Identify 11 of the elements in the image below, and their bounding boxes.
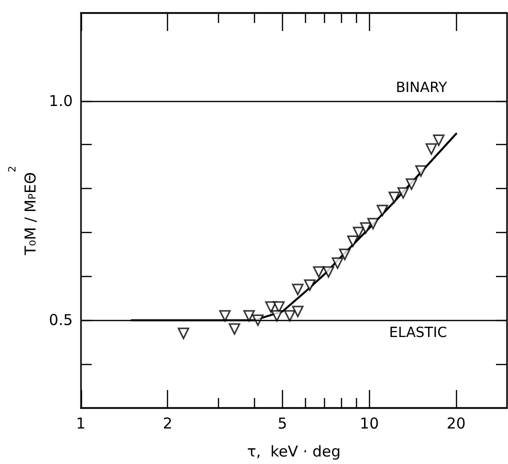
x-axis-title: τ, keV · deg <box>247 442 341 460</box>
y-tick-label: 1.0 <box>48 92 73 110</box>
x-tick-label: 10 <box>360 414 379 432</box>
y-tick-label: 0.5 <box>48 311 73 330</box>
x-tick-label: 20 <box>446 414 466 432</box>
ref-line-label: BINARY <box>396 80 448 96</box>
x-tick-label: 1 <box>76 414 86 432</box>
y-axis-title: T₀M / MPEΘ2 <box>8 166 40 256</box>
x-tick-label: 5 <box>278 414 288 432</box>
ref-line-label: ELASTIC <box>389 325 448 342</box>
x-tick-label: 2 <box>162 414 172 432</box>
